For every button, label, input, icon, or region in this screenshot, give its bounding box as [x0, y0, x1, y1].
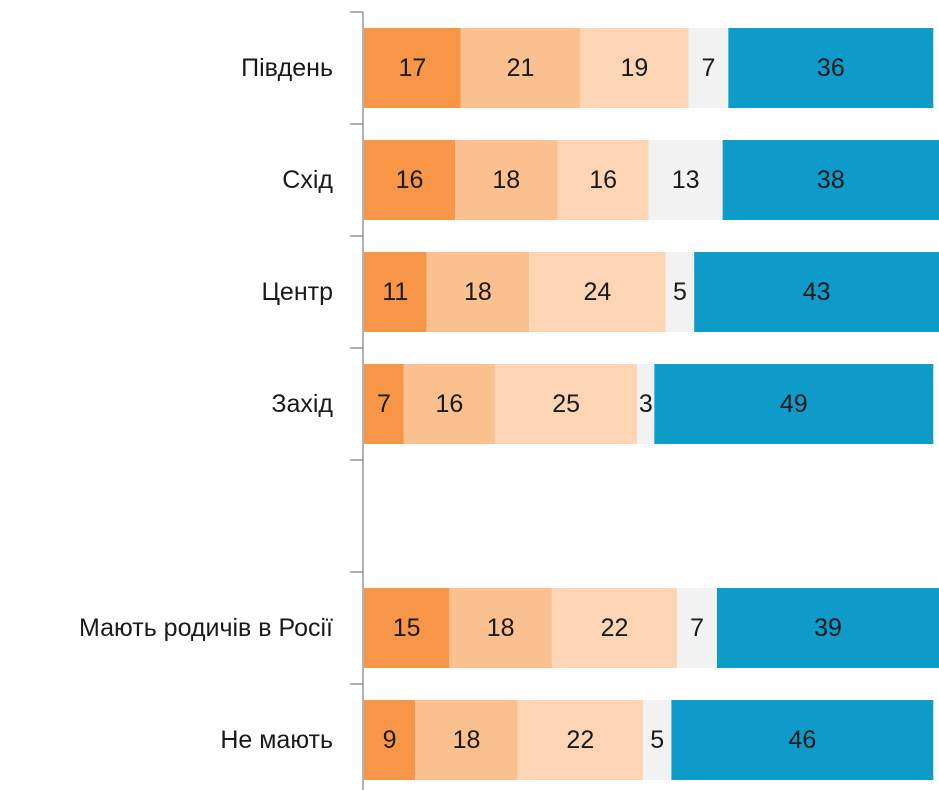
data-label: 22	[601, 614, 629, 642]
bar-segment	[665, 252, 695, 332]
data-label: 16	[435, 390, 463, 418]
data-label: 22	[566, 726, 594, 754]
bar-segment	[529, 252, 666, 332]
data-label: 36	[817, 54, 845, 82]
data-label: 19	[621, 54, 649, 82]
bar-segment	[494, 364, 638, 444]
bar-segment	[415, 700, 518, 780]
data-label: 49	[780, 390, 808, 418]
bar-segment	[637, 364, 655, 444]
data-label: 24	[584, 278, 612, 306]
data-label: 38	[817, 166, 845, 194]
bar-segment	[557, 140, 649, 220]
data-label: 43	[803, 278, 831, 306]
y-tick-label: Не мають	[220, 726, 333, 754]
data-label: 16	[589, 166, 617, 194]
bar-segment	[694, 252, 939, 332]
y-tick-label: Мають родичів в Росії	[79, 614, 333, 642]
data-label: 18	[464, 278, 492, 306]
bar-segment	[455, 140, 558, 220]
bar-segment	[654, 364, 934, 444]
data-label: 46	[788, 726, 816, 754]
data-label: 18	[492, 166, 520, 194]
bar-segment	[551, 588, 678, 668]
bar-segment	[403, 364, 495, 444]
bar-segment	[580, 28, 689, 108]
bar-segment	[728, 28, 934, 108]
data-label: 5	[673, 278, 687, 306]
data-label: 17	[398, 54, 426, 82]
bar-segment	[460, 28, 581, 108]
data-label: 13	[672, 166, 700, 194]
data-label: 7	[701, 54, 715, 82]
data-label: 3	[639, 390, 653, 418]
y-tick-label: Захід	[271, 390, 333, 418]
bar-segment	[688, 28, 729, 108]
data-label: 11	[382, 278, 408, 306]
bar-segment	[722, 140, 939, 220]
bar-segment	[517, 700, 643, 780]
data-label: 21	[507, 54, 535, 82]
bar-segment	[648, 140, 723, 220]
data-label: 7	[377, 390, 391, 418]
bar-segment	[677, 588, 717, 668]
bar-segment	[364, 364, 404, 444]
bar-segment	[426, 252, 530, 332]
bar-segment	[449, 588, 552, 668]
data-label: 18	[453, 726, 481, 754]
data-label: 25	[552, 390, 580, 418]
y-tick-label: Південь	[241, 54, 333, 82]
bar-segment	[364, 140, 456, 220]
data-label: 7	[690, 614, 704, 642]
y-tick-label: Схід	[282, 166, 333, 194]
y-tick-label: Центр	[261, 278, 333, 306]
bar-segment	[642, 700, 672, 780]
data-label: 5	[650, 726, 664, 754]
bar-segment	[364, 252, 427, 332]
data-label: 16	[396, 166, 424, 194]
data-label: 39	[814, 614, 842, 642]
data-label: 9	[383, 726, 397, 754]
bar-segment	[716, 588, 939, 668]
data-label: 18	[487, 614, 515, 642]
bar-segment	[364, 700, 416, 780]
bar-segment	[364, 28, 461, 108]
bar-segment	[364, 588, 450, 668]
bar-segment	[671, 700, 934, 780]
data-label: 15	[393, 614, 421, 642]
